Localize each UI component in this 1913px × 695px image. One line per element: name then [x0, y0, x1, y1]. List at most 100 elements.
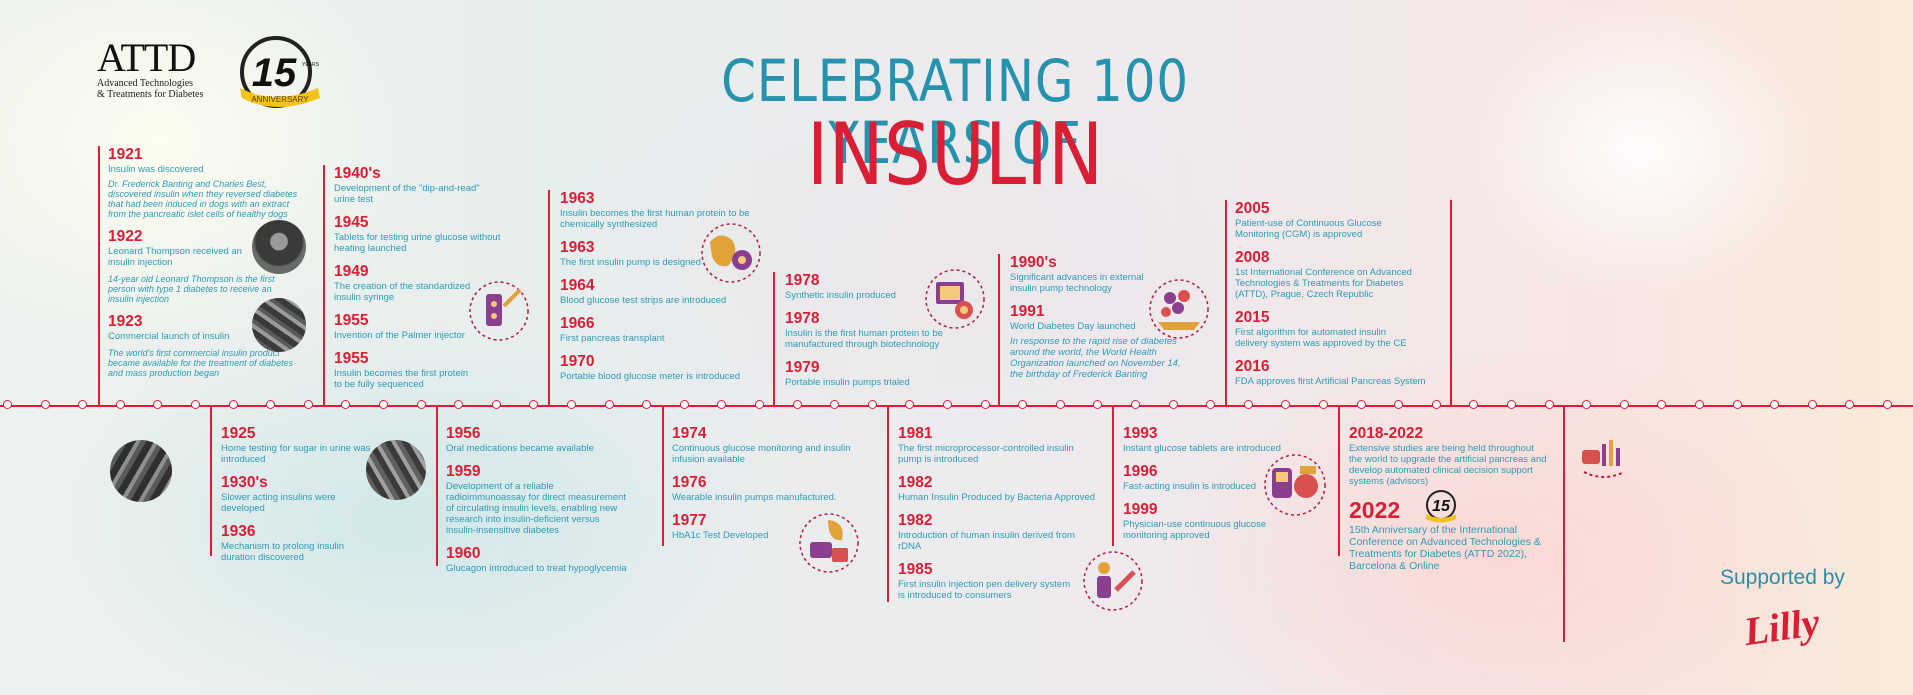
timeline-tick [1319, 400, 1328, 409]
lilly-logo: Lilly [1740, 599, 1822, 654]
event-text: Insulin becomes the first protein to be … [334, 368, 469, 390]
event-text: The creation of the standardized insulin… [334, 281, 471, 303]
timeline-tick [492, 400, 501, 409]
event-text: Extensive studies are being held through… [1349, 443, 1547, 487]
badge-years: YEARS [302, 62, 320, 68]
event-year: 2016 [1235, 358, 1270, 375]
timeline-tick [1394, 400, 1403, 409]
event-text: First algorithm for automated insulin de… [1235, 327, 1407, 349]
timeline-tick [793, 400, 802, 409]
timeline-tick [454, 400, 463, 409]
event-year: 1978 [785, 272, 820, 289]
timeline-tick [1018, 400, 1027, 409]
event-text: Physician-use continuous glucose monitor… [1123, 519, 1267, 541]
attd-logo-line2: & Treatments for Diabetes [97, 89, 204, 100]
timeline-group-1970s: 1978 Synthetic insulin produced 1978 Ins… [785, 272, 955, 397]
doctor-icon [1083, 551, 1143, 611]
event-year: 1963 [560, 190, 595, 207]
event-text: Commercial launch of insulin [108, 331, 230, 342]
timeline-tick [567, 400, 576, 409]
timeline-connector [662, 406, 664, 546]
timeline-connector [1450, 200, 1452, 406]
attd-logo-line1: Advanced Technologies [97, 78, 194, 89]
event-text: First insulin injection pen delivery sys… [898, 579, 1071, 601]
event-text: Insulin becomes the first human protein … [560, 208, 750, 230]
event-year: 1936 [221, 523, 256, 540]
timeline-tick [229, 400, 238, 409]
timeline-group-2018-2022: 2018-2022 Extensive studies are being he… [1349, 425, 1554, 581]
timeline-tick [868, 400, 877, 409]
timeline-connector [1563, 406, 1565, 642]
timeline-tick [1432, 400, 1441, 409]
timeline-group-1960s: 1963 Insulin becomes the first human pro… [560, 190, 750, 391]
event-text: Human Insulin Produced by Bacteria Appro… [898, 492, 1095, 503]
event-text: The first microprocessor-controlled insu… [898, 443, 1074, 465]
timeline-tick [1582, 400, 1591, 409]
timeline-tick [417, 400, 426, 409]
event-year: 2022 [1349, 497, 1401, 523]
event-year: 1960 [446, 545, 481, 562]
event-text: Significant advances in external insulin… [1010, 272, 1144, 294]
event-year: 1990's [1010, 254, 1057, 271]
timeline-connector [1112, 406, 1114, 546]
timeline-tick [3, 400, 12, 409]
timeline-tick [1620, 400, 1629, 409]
timeline-tick [379, 400, 388, 409]
timeline-tick [1469, 400, 1478, 409]
event-text: Glucagon introduced to treat hypoglycemi… [446, 563, 627, 574]
event-text: Slower acting insulins were developed [221, 492, 336, 514]
timeline-tick [943, 400, 952, 409]
event-text: Continuous glucose monitoring and insuli… [672, 443, 851, 465]
timeline-tick [1244, 400, 1253, 409]
timeline-tick [1733, 400, 1742, 409]
event-text: Invention of the Palmer injector [334, 330, 465, 341]
attd-logo: ATTD Advanced Technologies & Treatments … [97, 38, 227, 108]
event-text: HbA1c Test Developed [672, 530, 769, 541]
insulin-production-icon [925, 269, 985, 329]
event-year: 1993 [1123, 425, 1158, 442]
timeline-group-1925-1936: 1925 Home testing for sugar in urine was… [221, 425, 381, 572]
supported-by-label: Supported by [1720, 566, 1845, 589]
event-year: 2018-2022 [1349, 425, 1424, 442]
timeline-tick [605, 400, 614, 409]
event-text: Patient-use of Continuous Glucose Monito… [1235, 218, 1382, 240]
timeline-connector [998, 254, 1000, 406]
event-text: 15th Anniversary of the International Co… [1349, 524, 1541, 572]
event-year: 1982 [898, 512, 933, 529]
timeline-connector [436, 406, 438, 566]
pancreas-icon [701, 223, 761, 283]
event-year: 1996 [1123, 463, 1158, 480]
event-text: Tablets for testing urine glucose withou… [334, 232, 501, 254]
timeline-tick [680, 400, 689, 409]
timeline-tick [830, 400, 839, 409]
insulin-pump-icon [799, 513, 859, 573]
event-year: 1981 [898, 425, 933, 442]
timeline-group-1940s: 1940's Development of the "dip-and-read"… [334, 165, 504, 399]
title-line-2: INSULIN [806, 105, 1104, 205]
badge-ribbon: ANNIVERSARY [251, 95, 309, 104]
portrait-photo [252, 220, 306, 274]
event-text: Introduction of human insulin derived fr… [898, 530, 1075, 552]
timeline-group-1990s-bottom: 1993 Instant glucose tablets are introdu… [1123, 425, 1313, 550]
event-year: 1925 [221, 425, 256, 442]
event-year: 1966 [560, 315, 595, 332]
timeline-tick [529, 400, 538, 409]
timeline-group-2000s: 2005 Patient-use of Continuous Glucose M… [1235, 200, 1435, 396]
timeline-tick [1695, 400, 1704, 409]
timeline-tick [341, 400, 350, 409]
event-year: 1977 [672, 512, 707, 529]
anniversary-badge-small-icon: 15 [1426, 490, 1456, 523]
timeline-group-1990s: 1990's Significant advances in external … [1010, 254, 1200, 389]
event-year: 1982 [898, 474, 933, 491]
event-text: Development of the "dip-and-read" urine … [334, 183, 480, 205]
badge-number: 15 [252, 51, 297, 95]
timeline-group-1920s: 1921 Insulin was discovered Dr. Frederic… [108, 146, 308, 387]
event-year: 1970 [560, 353, 595, 370]
timeline-connector [887, 406, 889, 602]
event-year: 1956 [446, 425, 481, 442]
anniversary-badge-icon: 15 YEARS ANNIVERSARY [240, 36, 320, 108]
event-text: Insulin is the first human protein to be… [785, 328, 943, 350]
event-year: 1922 [108, 228, 143, 245]
event-year: 1979 [785, 359, 820, 376]
timeline-tick [191, 400, 200, 409]
